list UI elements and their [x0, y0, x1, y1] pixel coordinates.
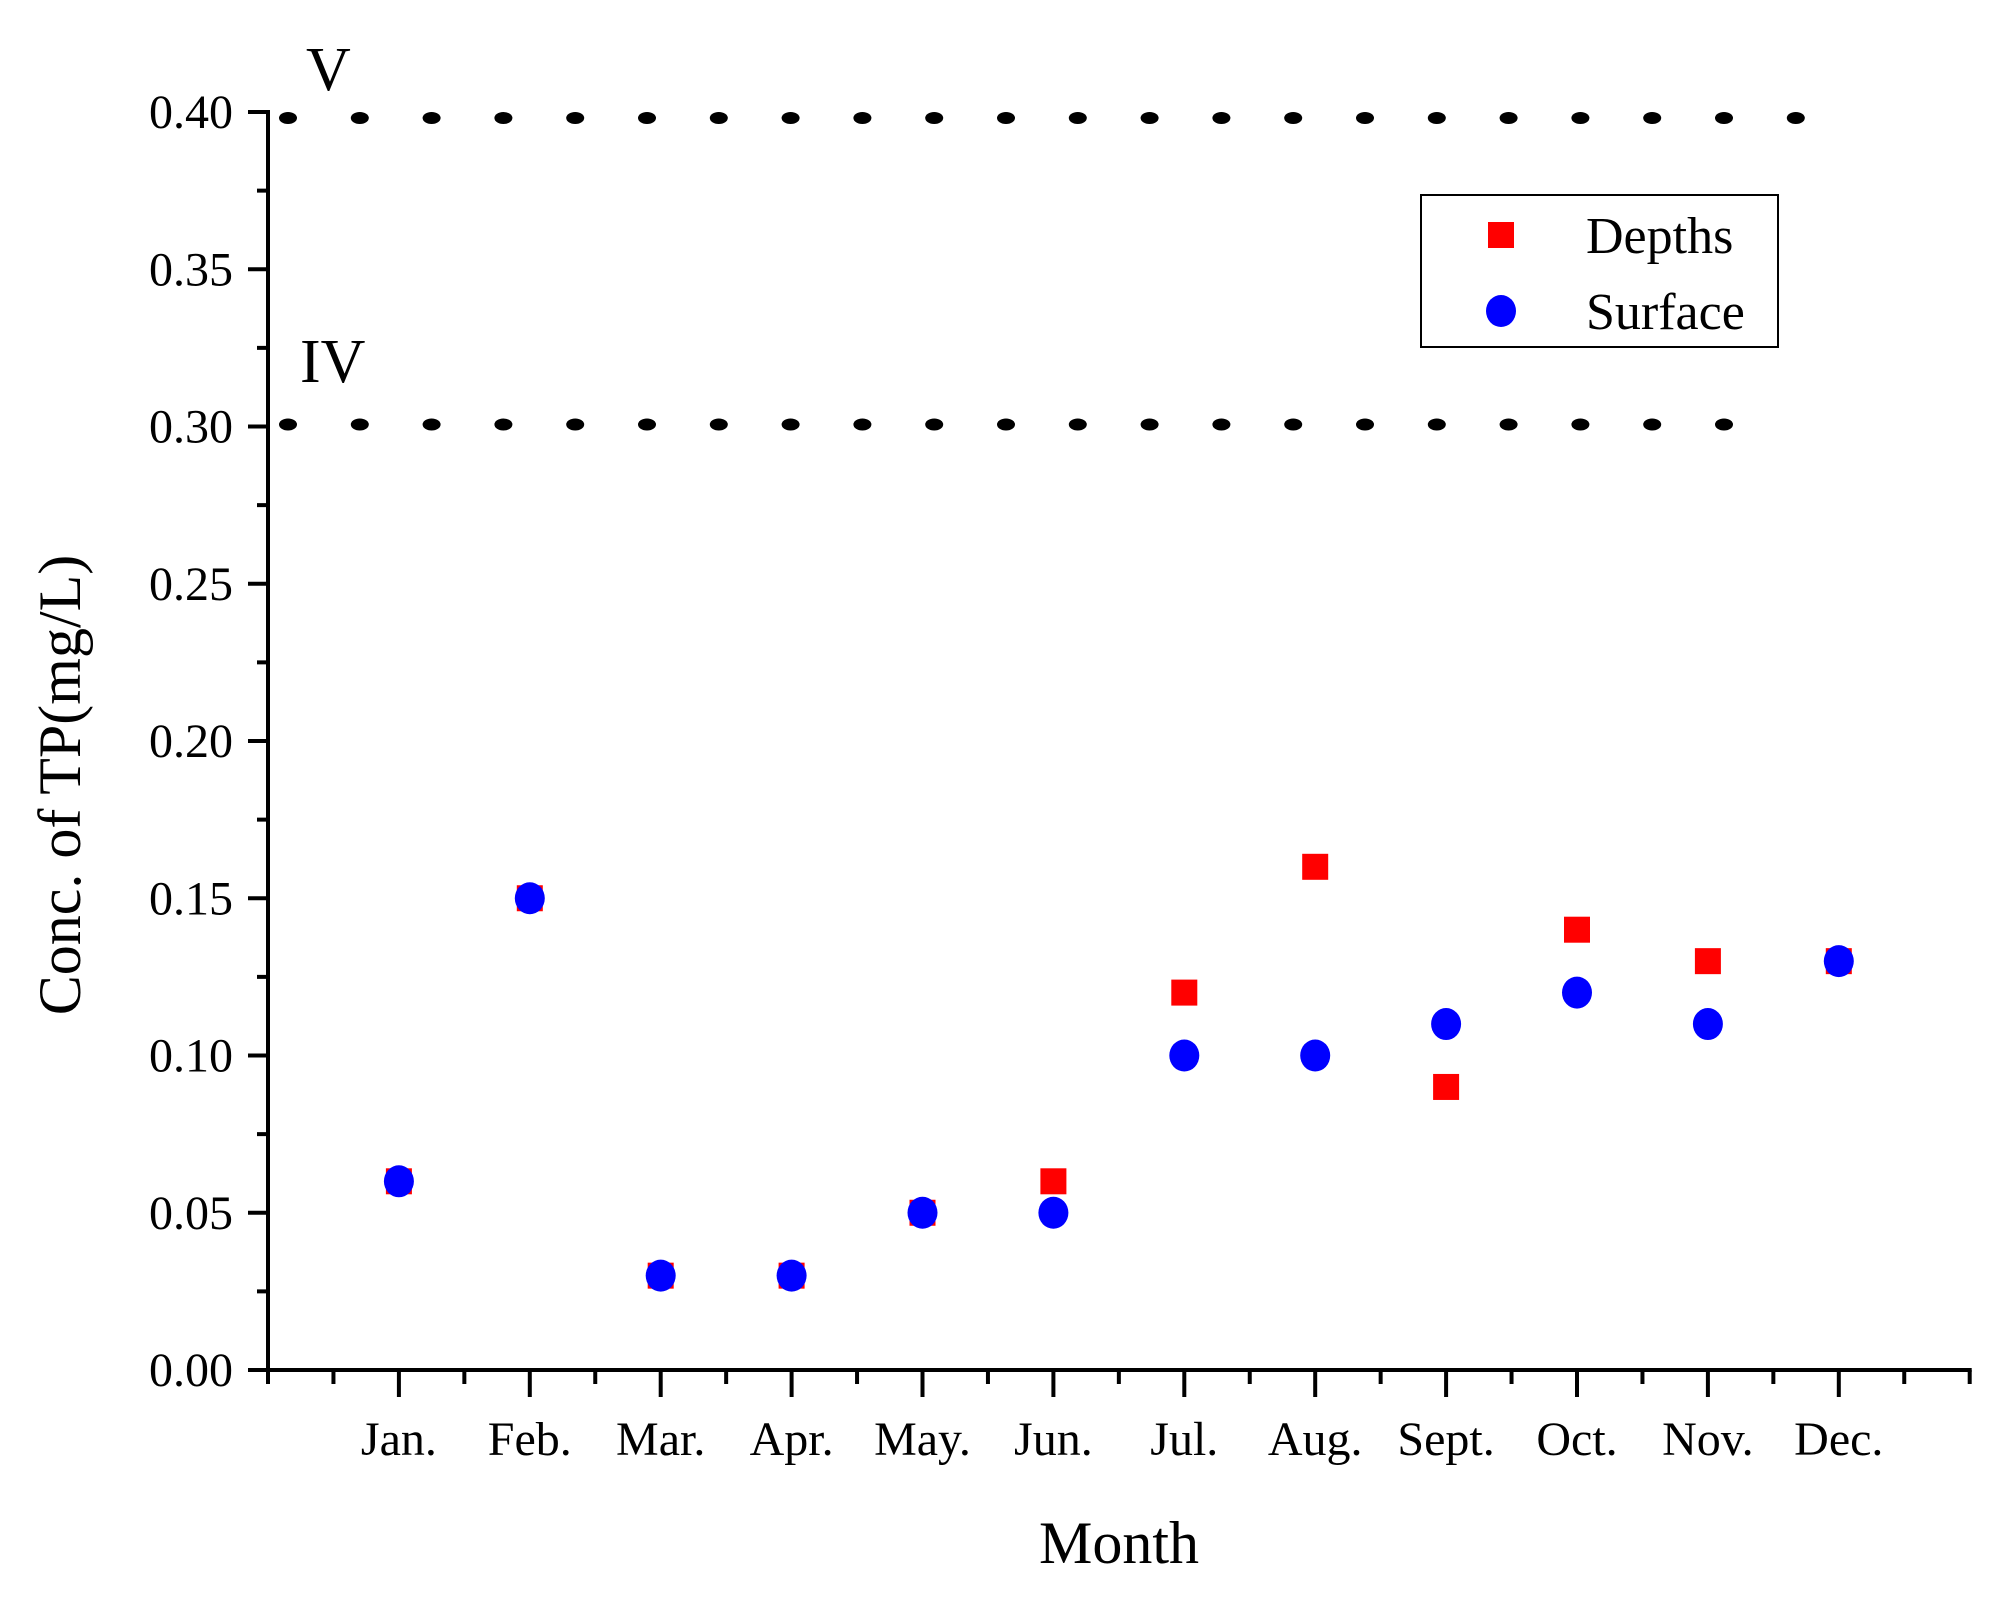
data-point-circle — [1300, 1039, 1331, 1072]
x-tick-label: Aug. — [1268, 1413, 1363, 1466]
x-tick-label: Sept. — [1397, 1413, 1494, 1466]
y-tick-label: 0.40 — [149, 86, 233, 139]
data-point-circle — [1038, 1196, 1069, 1229]
reference-dot — [1284, 112, 1303, 124]
reference-line — [279, 418, 1733, 431]
reference-line-label: V — [306, 36, 351, 104]
reference-line-label: IV — [300, 328, 366, 396]
x-tick-label: Jan. — [361, 1413, 437, 1466]
reference-dot — [279, 418, 297, 431]
reference-dot — [1643, 112, 1662, 124]
reference-dot — [1140, 418, 1159, 431]
data-point-circle — [1823, 945, 1854, 978]
reference-dot — [925, 418, 944, 431]
data-point-circle — [1431, 1008, 1462, 1041]
reference-dot — [1356, 418, 1374, 431]
reference-dot — [1643, 418, 1662, 431]
axes: 0.00 0.05 0.10 0.15 0.20 0.25 0.30 0.35 0.40 Jan.… — [149, 86, 1972, 1466]
x-tick-label: Jul. — [1150, 1413, 1218, 1466]
legend-box — [1420, 194, 1779, 348]
reference-dot — [638, 112, 656, 124]
reference-dot — [1715, 418, 1733, 431]
data-points — [383, 853, 1854, 1292]
data-point-circle — [645, 1259, 676, 1292]
reference-dot — [1427, 418, 1446, 431]
reference-dot — [1571, 418, 1590, 431]
reference-dot — [422, 418, 441, 431]
data-point-square — [1564, 916, 1590, 943]
x-tick-label: Feb. — [488, 1413, 572, 1466]
reference-dot — [1715, 112, 1733, 124]
x-tick-label: May. — [874, 1413, 971, 1466]
reference-dot — [566, 112, 585, 124]
x-tick-label: Jun. — [1014, 1413, 1093, 1466]
reference-dot — [1212, 112, 1231, 124]
reference-dot — [1356, 112, 1374, 124]
y-tick-label: 0.10 — [149, 1030, 233, 1083]
series-surface — [383, 882, 1854, 1292]
legend-label-surface: Surface — [1586, 284, 1745, 341]
reference-dot — [997, 112, 1015, 124]
reference-dot — [1212, 418, 1231, 431]
reference-dot — [709, 418, 728, 431]
x-axis-label: Month — [1039, 1510, 1199, 1576]
y-axis-label: Conc. of TP(mg/L) — [27, 555, 93, 1016]
x-tick-label: Dec. — [1794, 1413, 1883, 1466]
data-point-square — [1302, 853, 1329, 880]
reference-dot — [1068, 418, 1087, 431]
reference-dot — [853, 418, 872, 431]
y-tick-label: 0.30 — [149, 401, 233, 454]
legend-label-depths: Depths — [1586, 208, 1733, 265]
reference-dot — [1786, 112, 1805, 124]
reference-dot — [566, 418, 585, 431]
data-point-circle — [776, 1259, 807, 1292]
y-tick-label: 0.20 — [149, 715, 233, 768]
reference-dot — [638, 418, 656, 431]
data-point-circle — [1562, 976, 1592, 1009]
data-point-circle — [383, 1165, 414, 1198]
data-point-circle — [1692, 1008, 1723, 1041]
reference-lines: V IV — [279, 36, 1805, 431]
reference-dot — [1499, 418, 1518, 431]
data-point-circle — [1169, 1039, 1200, 1072]
reference-dot — [1284, 418, 1303, 431]
reference-dot — [279, 112, 297, 124]
reference-dot — [1140, 112, 1159, 124]
reference-dot — [350, 112, 369, 124]
x-tick-label: Oct. — [1536, 1413, 1617, 1466]
legend: Depths Surface — [1420, 194, 1779, 348]
y-tick-label: 0.35 — [149, 243, 233, 296]
legend-circle-marker — [1486, 295, 1516, 327]
data-point-circle — [514, 882, 545, 915]
x-tick-label: Mar. — [616, 1413, 705, 1466]
reference-dot — [494, 112, 513, 124]
data-point-square — [1040, 1168, 1067, 1195]
reference-dot — [422, 112, 441, 124]
y-tick-label: 0.00 — [149, 1344, 233, 1397]
reference-dot — [853, 112, 872, 124]
reference-dot — [1571, 112, 1590, 124]
reference-dot — [350, 418, 369, 431]
reference-dot — [1427, 112, 1446, 124]
y-tick-label: 0.25 — [149, 558, 233, 611]
x-tick-label: Apr. — [750, 1413, 834, 1466]
x-tick-label: Nov. — [1662, 1413, 1754, 1466]
y-tick-label: 0.15 — [149, 872, 233, 925]
reference-dot — [709, 112, 728, 124]
reference-dot — [781, 112, 800, 124]
reference-line — [279, 112, 1805, 124]
y-tick-label: 0.05 — [149, 1187, 233, 1240]
reference-dot — [925, 112, 944, 124]
data-point-square — [1433, 1073, 1460, 1100]
legend-square-marker — [1488, 222, 1514, 248]
reference-dot — [997, 418, 1015, 431]
data-point-square — [1171, 979, 1198, 1006]
reference-dot — [1068, 112, 1087, 124]
reference-dot — [1499, 112, 1518, 124]
reference-dot — [494, 418, 513, 431]
data-point-square — [1694, 948, 1721, 975]
reference-dot — [781, 418, 800, 431]
data-point-circle — [907, 1196, 938, 1229]
